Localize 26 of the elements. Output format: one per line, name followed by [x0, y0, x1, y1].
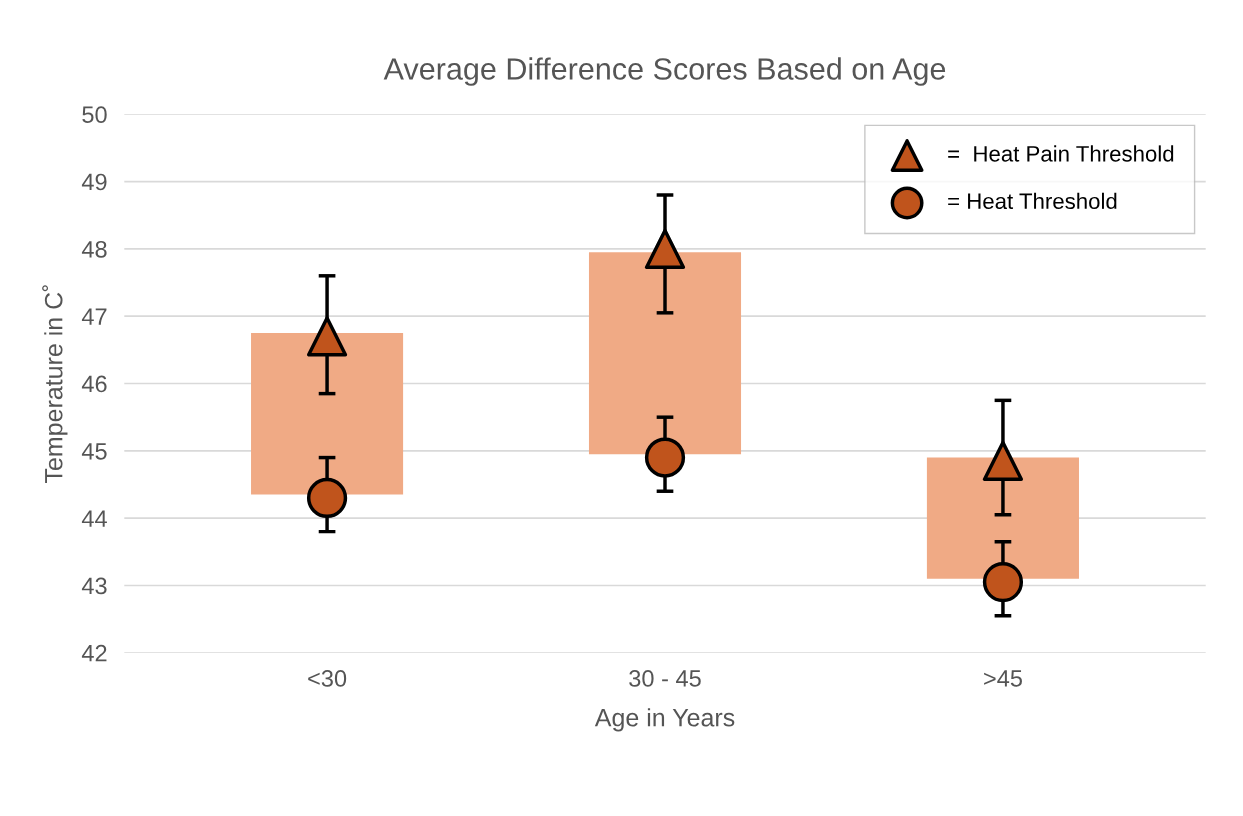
legend-label: = Heat Pain Threshold	[948, 145, 1174, 162]
bar	[926, 457, 1079, 579]
y-tick-label: 50	[82, 106, 107, 124]
point	[982, 562, 1024, 603]
y-tick-label: 49	[81, 173, 107, 191]
y-tick-label: 48	[81, 240, 107, 258]
point	[982, 440, 1024, 482]
point	[644, 437, 686, 478]
x-tick-label: 30 - 45	[629, 670, 701, 687]
y-tick-label: 45	[81, 443, 107, 460]
legend-label: = Heat Threshold	[948, 192, 1117, 210]
point	[644, 228, 686, 269]
y-tick-label: 42	[81, 644, 107, 662]
x-tick-label: <30	[308, 670, 347, 687]
y-tick-label: 46	[81, 375, 107, 393]
y-tick-label: 43	[81, 577, 107, 595]
chart-title: Average Difference Scores Based on Age	[383, 57, 946, 86]
bar	[588, 252, 742, 455]
y-axis-title: Temperature in C˚	[42, 285, 68, 483]
y-tick-label: 44	[81, 510, 107, 527]
bar	[251, 333, 404, 495]
x-tick-label: >45	[984, 670, 1022, 687]
y-tick-label: 47	[81, 308, 107, 325]
x-axis-title: Age in Years	[594, 708, 735, 732]
point	[306, 477, 348, 519]
point	[306, 316, 348, 357]
